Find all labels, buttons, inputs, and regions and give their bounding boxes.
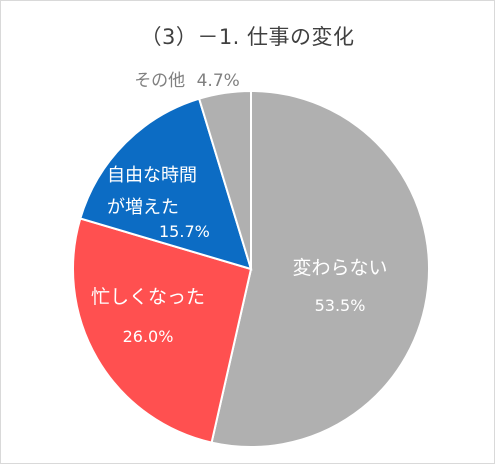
label-other-value: 4.7% xyxy=(197,71,240,91)
label-more-free-time-line2: が増えた xyxy=(107,197,179,218)
slice-busier xyxy=(72,217,253,444)
label-more-free-time: 自由な時間 が増えた xyxy=(107,165,203,218)
slice-unchanged xyxy=(210,89,430,448)
label-other-name: その他 xyxy=(134,71,185,91)
label-more-free-time-line1: 自由な時間 xyxy=(107,165,197,186)
value-more-free-time: 15.7% xyxy=(159,222,210,241)
slice-other xyxy=(197,89,252,270)
value-unchanged: 53.5% xyxy=(315,296,366,315)
label-unchanged: 変わらない xyxy=(292,257,387,279)
chart-title: （3）－1. 仕事の変化 xyxy=(140,25,355,49)
value-busier: 26.0% xyxy=(123,327,174,346)
label-busier: 忙しくなった xyxy=(91,286,205,308)
slice-more-free-time xyxy=(79,97,253,271)
label-other: その他 4.7% xyxy=(134,71,240,91)
